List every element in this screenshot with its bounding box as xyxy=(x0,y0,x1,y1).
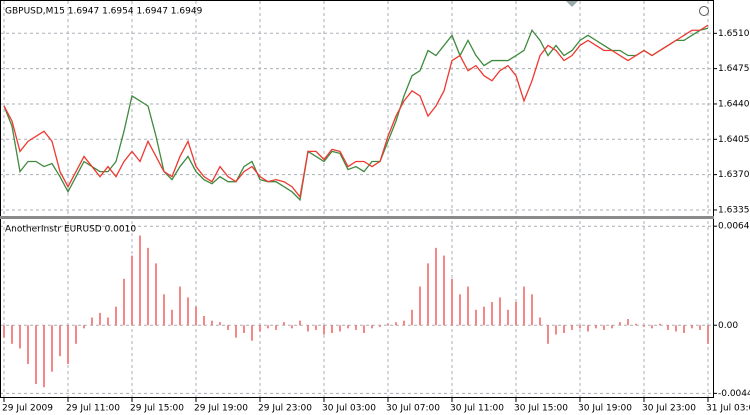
price-line xyxy=(3,24,709,199)
shift-marker xyxy=(566,1,578,7)
x-tick-label: 31 Jul 03:00 xyxy=(706,404,750,414)
x-tick-label: 30 Jul 19:00 xyxy=(578,404,632,414)
y-tick-label: 1.6405 xyxy=(718,135,750,145)
plot-layer xyxy=(0,1,713,398)
x-tick-label: 29 Jul 23:00 xyxy=(258,404,312,414)
y-tick-label: -0.0044 xyxy=(718,389,750,399)
icon xyxy=(699,6,709,16)
price-line xyxy=(3,27,709,202)
y-tick-label: 1.6440 xyxy=(718,99,750,109)
indicator-title: AnotherInstr EURUSD 0.0010 xyxy=(5,225,136,235)
x-tick-label: 30 Jul 03:00 xyxy=(322,404,376,414)
plot-frame xyxy=(0,0,714,398)
y-tick-label: 1.6510 xyxy=(718,29,750,39)
x-tick-label: 29 Jul 19:00 xyxy=(194,404,248,414)
y-tick-label: 1.6335 xyxy=(718,205,750,215)
x-tick-label: 29 Jul 2009 xyxy=(2,404,53,414)
x-tick-label: 29 Jul 11:00 xyxy=(66,404,120,414)
x-tick-label: 30 Jul 23:00 xyxy=(642,404,696,414)
y-tick-label: 1.6475 xyxy=(718,64,750,74)
x-tick-label: 29 Jul 15:00 xyxy=(130,404,184,414)
chart-title: GBPUSD,M15 1.6947 1.6954 1.6947 1.6949 xyxy=(5,7,203,17)
y-tick-label: 0.00 xyxy=(718,321,738,331)
y-tick-label: 0.0064 xyxy=(718,222,750,232)
x-tick-label: 30 Jul 15:00 xyxy=(514,404,568,414)
x-tick-label: 30 Jul 07:00 xyxy=(386,404,440,414)
x-tick-label: 30 Jul 11:00 xyxy=(450,404,504,414)
y-tick-label: 1.6370 xyxy=(718,170,750,180)
